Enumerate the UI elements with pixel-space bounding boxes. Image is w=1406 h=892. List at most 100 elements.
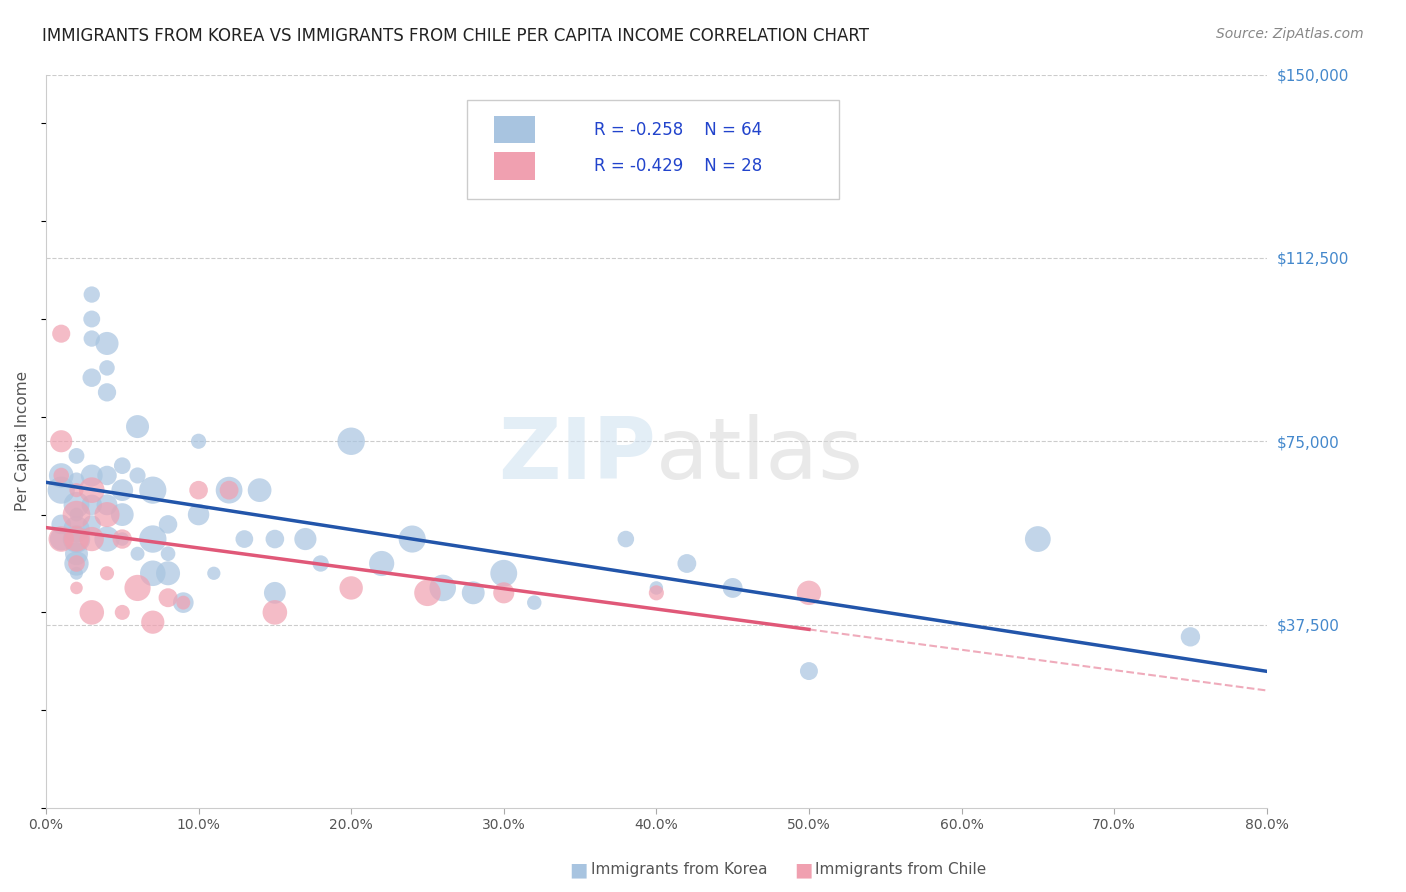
Text: IMMIGRANTS FROM KOREA VS IMMIGRANTS FROM CHILE PER CAPITA INCOME CORRELATION CHA: IMMIGRANTS FROM KOREA VS IMMIGRANTS FROM…: [42, 27, 869, 45]
Point: [65, 522, 87, 536]
Point: [96, 360, 118, 375]
Point: [65, 508, 87, 522]
Point: [96, 336, 118, 351]
Point: [218, 483, 240, 497]
Point: [96, 385, 118, 400]
Point: [202, 566, 225, 581]
Point: [80, 532, 103, 546]
Point: [65, 557, 87, 571]
Point: [721, 581, 744, 595]
Point: [51, 517, 73, 532]
Point: [65, 449, 87, 463]
Point: [65, 581, 87, 595]
Point: [416, 586, 439, 600]
Point: [65, 474, 87, 488]
Point: [340, 434, 363, 449]
Text: R = -0.258    N = 64: R = -0.258 N = 64: [595, 120, 762, 138]
Point: [142, 566, 165, 581]
Point: [294, 532, 316, 546]
Y-axis label: Per Capita Income: Per Capita Income: [15, 371, 30, 511]
Point: [111, 606, 134, 620]
Point: [80, 517, 103, 532]
Point: [65, 566, 87, 581]
Point: [65, 547, 87, 561]
Point: [797, 586, 820, 600]
Point: [111, 532, 134, 546]
Point: [127, 547, 149, 561]
Point: [432, 581, 454, 595]
Point: [233, 532, 256, 546]
Point: [65, 532, 87, 546]
Point: [80, 498, 103, 512]
Text: ■: ■: [569, 860, 588, 880]
Point: [249, 483, 271, 497]
Point: [263, 606, 285, 620]
Point: [51, 532, 73, 546]
Point: [172, 596, 194, 610]
Point: [51, 468, 73, 483]
Point: [157, 517, 180, 532]
Text: ZIP: ZIP: [499, 415, 657, 498]
Point: [65, 508, 87, 522]
Point: [127, 581, 149, 595]
Text: atlas: atlas: [657, 415, 865, 498]
Point: [127, 468, 149, 483]
Point: [172, 596, 194, 610]
Point: [65, 557, 87, 571]
Point: [157, 547, 180, 561]
Point: [645, 581, 668, 595]
FancyBboxPatch shape: [494, 153, 536, 180]
Point: [614, 532, 637, 546]
Text: Source: ZipAtlas.com: Source: ZipAtlas.com: [1216, 27, 1364, 41]
Point: [80, 312, 103, 326]
Point: [65, 532, 87, 546]
Point: [157, 566, 180, 581]
Point: [80, 332, 103, 346]
Point: [187, 508, 209, 522]
Point: [263, 532, 285, 546]
Text: Immigrants from Chile: Immigrants from Chile: [815, 863, 987, 877]
Point: [96, 498, 118, 512]
Point: [340, 581, 363, 595]
Point: [80, 483, 103, 497]
Point: [51, 434, 73, 449]
Point: [111, 508, 134, 522]
Point: [111, 532, 134, 546]
Point: [1180, 630, 1202, 644]
Point: [111, 458, 134, 473]
Point: [187, 483, 209, 497]
Point: [51, 326, 73, 341]
Point: [142, 615, 165, 630]
Point: [51, 483, 73, 497]
Point: [51, 468, 73, 483]
Point: [80, 370, 103, 384]
Point: [142, 532, 165, 546]
Text: R = -0.429    N = 28: R = -0.429 N = 28: [595, 157, 762, 175]
Point: [65, 483, 87, 497]
Point: [645, 586, 668, 600]
FancyBboxPatch shape: [494, 116, 536, 144]
Point: [492, 586, 515, 600]
Point: [263, 586, 285, 600]
Point: [80, 287, 103, 301]
Point: [463, 586, 485, 600]
Point: [96, 532, 118, 546]
Point: [142, 483, 165, 497]
Point: [65, 498, 87, 512]
Point: [96, 566, 118, 581]
Point: [187, 434, 209, 449]
Point: [111, 483, 134, 497]
Point: [157, 591, 180, 605]
Point: [676, 557, 699, 571]
Point: [370, 557, 392, 571]
Text: Immigrants from Korea: Immigrants from Korea: [591, 863, 768, 877]
Point: [127, 419, 149, 434]
Point: [80, 468, 103, 483]
Point: [309, 557, 332, 571]
Point: [218, 483, 240, 497]
Point: [1026, 532, 1049, 546]
Point: [401, 532, 423, 546]
Point: [96, 508, 118, 522]
Text: ■: ■: [794, 860, 813, 880]
Point: [80, 606, 103, 620]
